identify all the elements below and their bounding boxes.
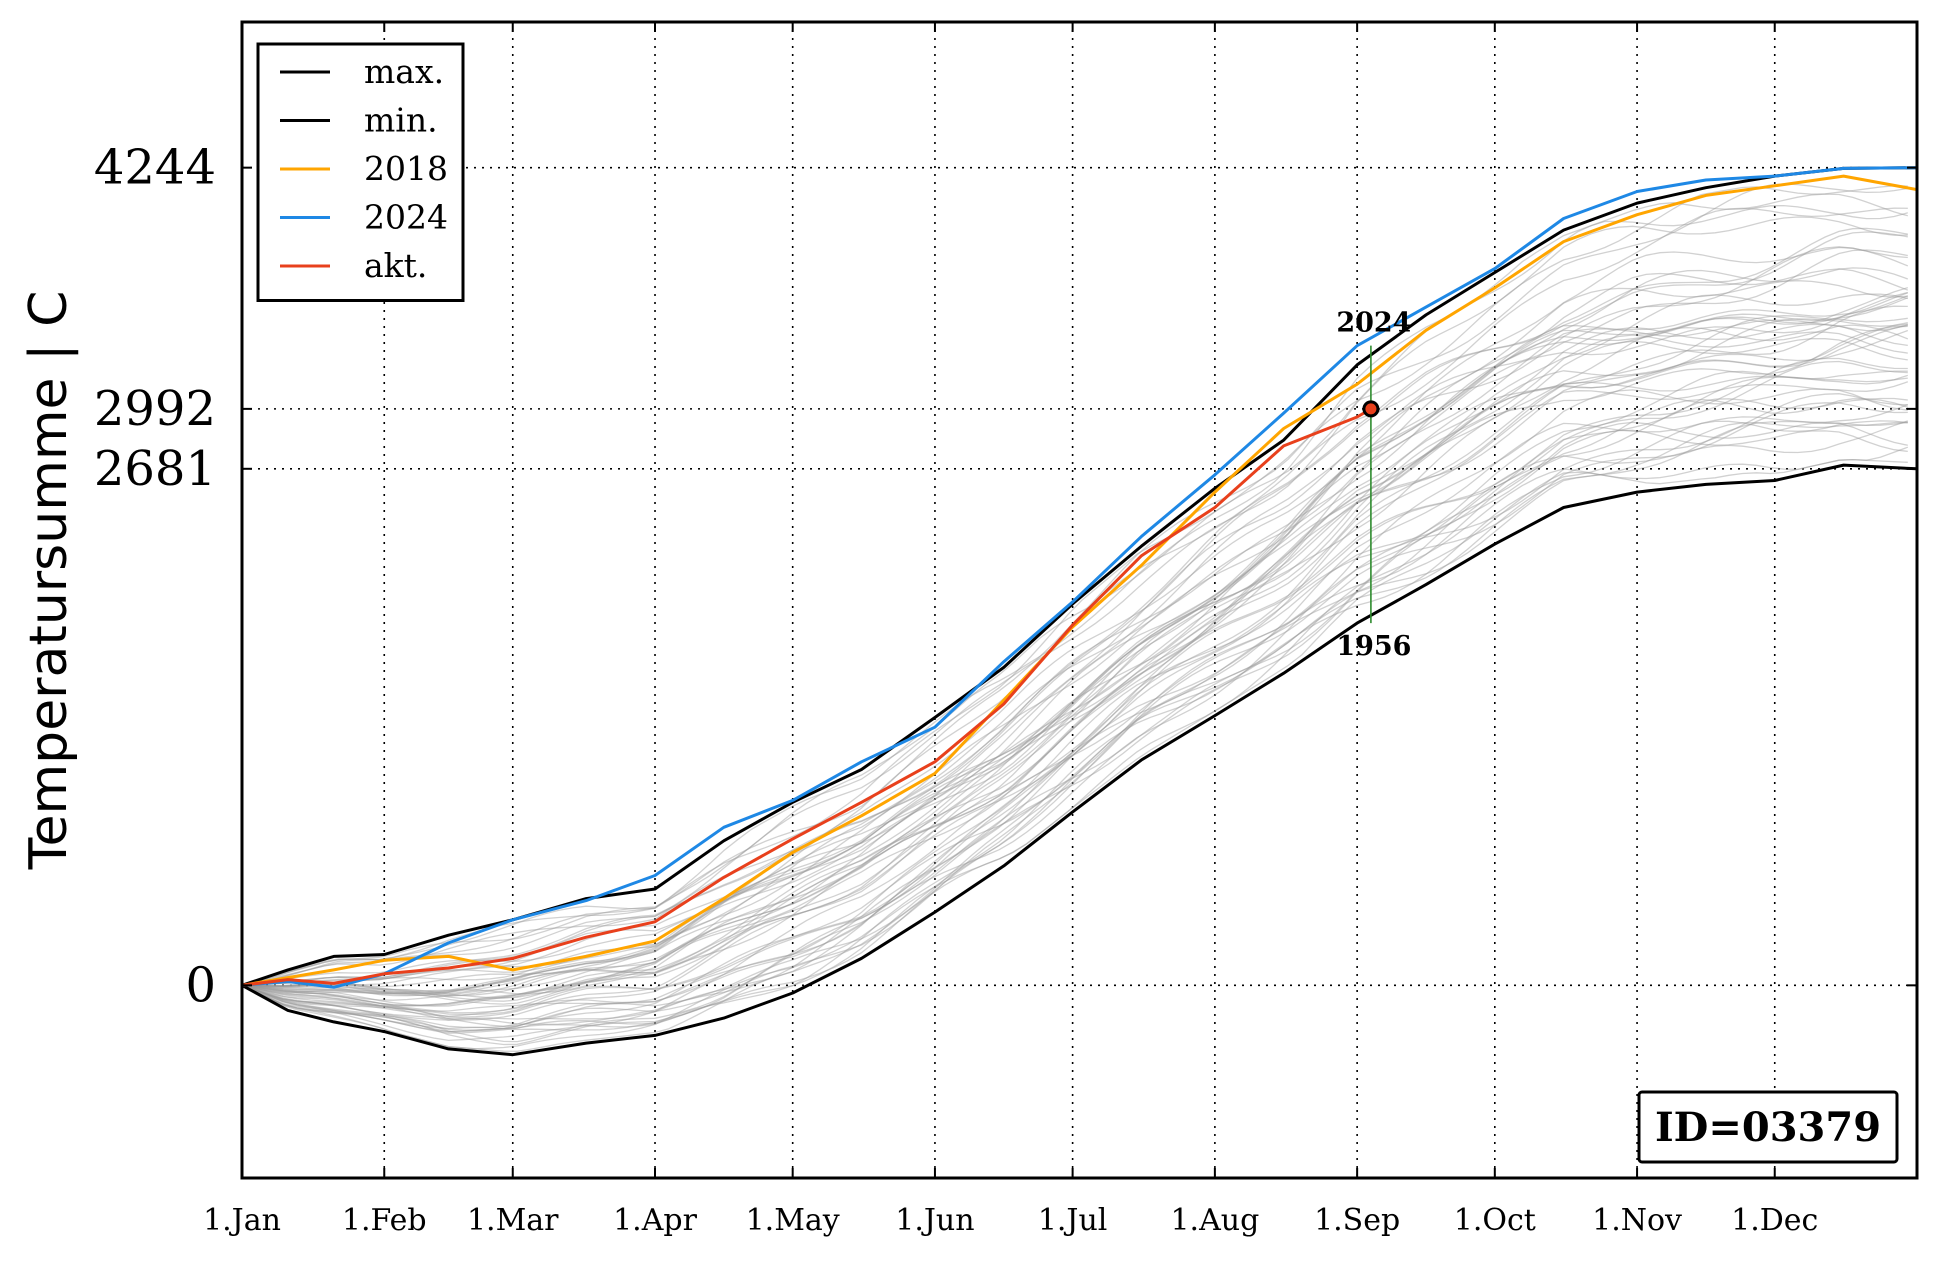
- historical-year-line: [241, 376, 1908, 1017]
- historical-year-line: [241, 393, 1908, 1029]
- historical-year-line: [241, 324, 1909, 995]
- legend-label-max: max.: [364, 52, 444, 91]
- y-axis-label: Temperatursumme | C: [19, 291, 79, 871]
- historical-year-line: [241, 246, 1908, 988]
- x-tick-label: 1.Apr: [613, 1203, 697, 1238]
- historical-year-line: [241, 370, 1908, 1012]
- historical-year-line: [241, 402, 1908, 1031]
- x-tick-label: 1.Jun: [895, 1203, 974, 1238]
- historical-year-line: [241, 331, 1908, 1002]
- historical-year-line: [241, 292, 1909, 995]
- historical-year-line: [241, 458, 1908, 1052]
- historical-year-line: [241, 319, 1908, 997]
- legend-label-min: min.: [364, 101, 438, 140]
- historical-year-line: [241, 329, 1909, 1007]
- historical-year-line: [241, 420, 1908, 1031]
- y-tick-label: 0: [185, 957, 216, 1013]
- historical-year-line: [241, 338, 1908, 1005]
- legend-frame: [256, 42, 465, 302]
- historical-year-line: [241, 280, 1908, 986]
- historical-year-line: [241, 421, 1908, 1033]
- historical-year-line: [241, 207, 1908, 986]
- historical-year-line: [241, 388, 1908, 1027]
- current-value-marker: [1362, 400, 1380, 418]
- historical-year-line: [241, 305, 1908, 1001]
- historical-year-line: [241, 446, 1909, 1050]
- historical-year-line: [241, 216, 1908, 986]
- historical-year-line: [241, 429, 1908, 1046]
- annotation-max-year: 2024: [1336, 308, 1411, 339]
- historical-years-lines: [241, 183, 1909, 1052]
- x-tick-label: 1.Nov: [1592, 1203, 1682, 1238]
- historical-year-line: [241, 193, 1908, 986]
- x-tick-label: 1.Aug: [1170, 1203, 1259, 1238]
- historical-year-line: [241, 421, 1908, 1043]
- series-line-max: [241, 166, 1918, 987]
- y-tick-label: 2992: [94, 381, 216, 437]
- historical-year-line: [241, 293, 1908, 988]
- station-id-frame: [1637, 1090, 1899, 1164]
- historical-year-line: [241, 315, 1908, 995]
- historical-year-line: [241, 249, 1908, 987]
- historical-year-line: [241, 185, 1908, 986]
- historical-year-line: [241, 420, 1908, 1034]
- historical-year-line: [241, 268, 1909, 986]
- historical-year-line: [241, 357, 1908, 1014]
- plot-frame: [240, 20, 1919, 1180]
- historical-year-line: [241, 267, 1909, 986]
- historical-year-line: [241, 246, 1909, 986]
- x-tick-label: 1.Feb: [342, 1203, 427, 1238]
- historical-year-line: [241, 297, 1909, 994]
- historical-year-line: [241, 322, 1908, 1006]
- annotation-min-year: 1956: [1336, 631, 1411, 662]
- series-line-2024: [241, 166, 1918, 989]
- historical-year-line: [241, 404, 1909, 1033]
- historical-year-line: [241, 291, 1908, 997]
- legend-label-2018: 2018: [364, 149, 448, 188]
- historical-year-line: [241, 227, 1908, 986]
- station-id-box: ID=03379: [1637, 1090, 1899, 1164]
- y-tick-label: 4244: [94, 140, 216, 196]
- historical-year-line: [241, 398, 1908, 1025]
- legend-label-2024: 2024: [364, 198, 448, 237]
- historical-year-line: [241, 204, 1908, 986]
- annotation-layer: 2024 1956: [1336, 308, 1411, 662]
- series-lines: [241, 166, 1918, 1057]
- x-tick-label: 1.Dec: [1731, 1203, 1818, 1238]
- x-axis-ticks: 1.Jan 1.Feb 1.Mar 1.Apr 1.May 1.Jun 1.Jul 1.Aug…: [203, 22, 1818, 1238]
- historical-year-line: [241, 325, 1908, 1007]
- historical-year-line: [241, 318, 1908, 997]
- x-tick-label: 1.Jul: [1038, 1203, 1108, 1238]
- historical-year-line: [241, 295, 1909, 993]
- x-tick-label: 1.May: [746, 1203, 840, 1238]
- x-tick-label: 1.Mar: [467, 1203, 559, 1238]
- historical-year-line: [241, 374, 1908, 1018]
- historical-year-line: [241, 360, 1908, 1016]
- historical-year-line: [241, 323, 1908, 999]
- x-tick-label: 1.Jan: [203, 1203, 281, 1238]
- legend: max. min. 2018 2024 akt.: [256, 42, 465, 302]
- series-line-min: [241, 463, 1918, 1057]
- legend-label-akt: akt.: [364, 246, 427, 285]
- series-line-akt: [241, 407, 1372, 987]
- historical-year-line: [241, 324, 1908, 1007]
- y-tick-label: 2681: [94, 441, 216, 497]
- historical-year-line: [241, 397, 1908, 1021]
- historical-year-line: [241, 286, 1908, 995]
- x-tick-label: 1.Sep: [1314, 1203, 1400, 1238]
- historical-year-line: [241, 420, 1909, 1042]
- historical-year-line: [241, 381, 1909, 1021]
- x-tick-label: 1.Oct: [1454, 1203, 1536, 1238]
- series-line-2018: [241, 174, 1918, 987]
- station-id-label: ID=03379: [1655, 1104, 1881, 1151]
